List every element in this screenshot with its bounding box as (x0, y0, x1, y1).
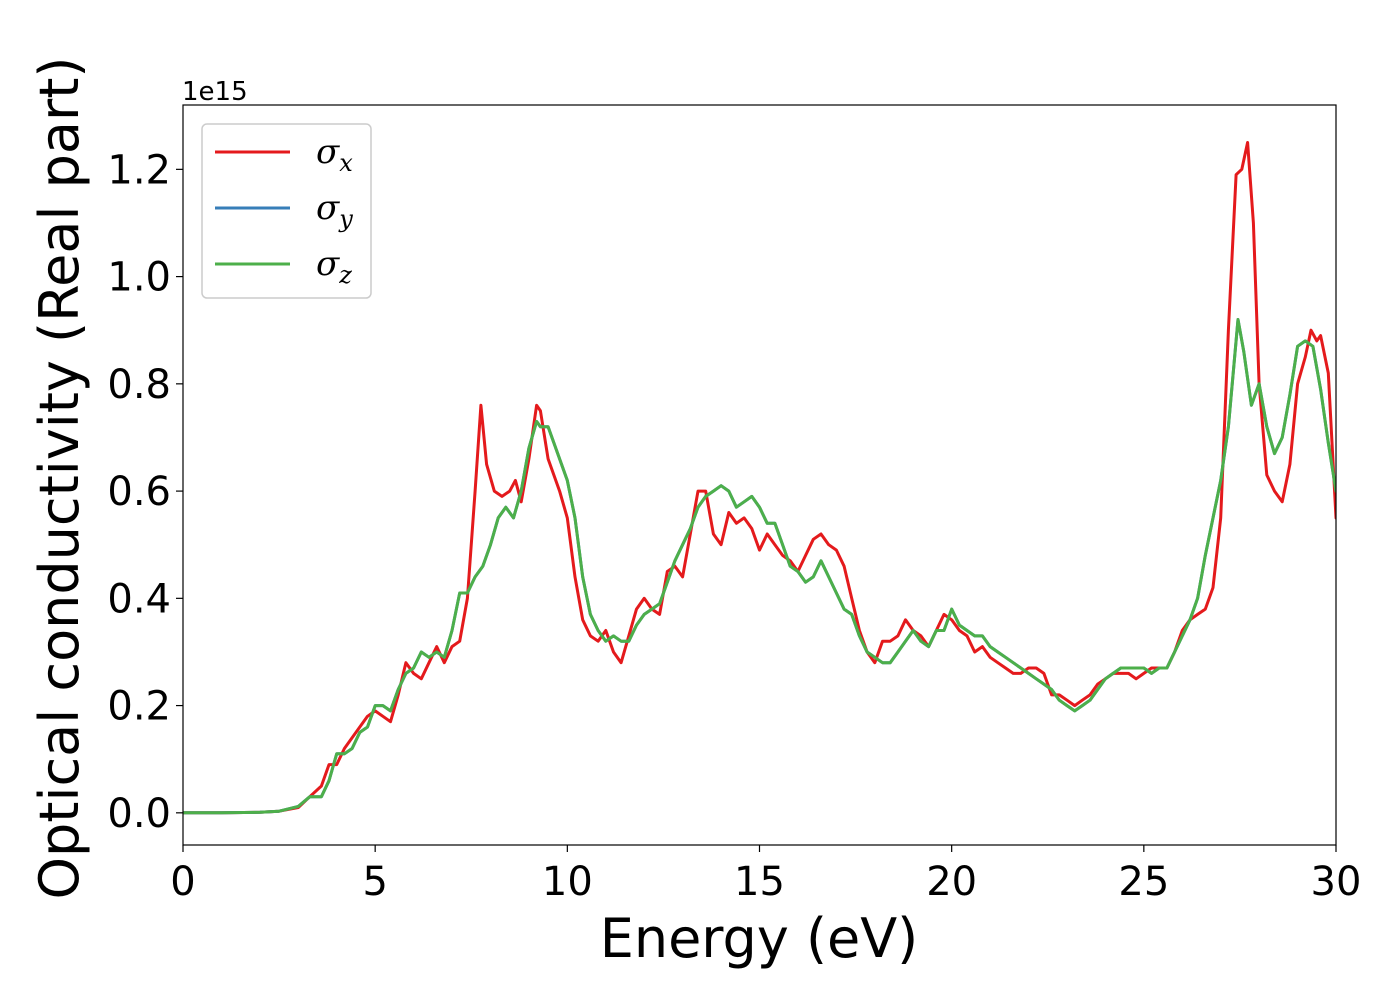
y-axis-label: Optical conductivity (Real part) (28, 57, 91, 900)
x-tick-label: 15 (734, 859, 785, 905)
x-tick-label: 20 (926, 859, 977, 905)
x-tick-label: 30 (1311, 859, 1362, 905)
y-tick-label: 1.0 (107, 255, 171, 301)
series-layer (183, 141, 1336, 815)
legend-label-x: σx (316, 132, 353, 177)
x-tick-label: 5 (362, 859, 387, 905)
x-tick-label: 25 (1118, 859, 1169, 905)
x-axis-label: Energy (eV) (600, 907, 919, 970)
x-axis: 0 5 10 15 20 25 30 (170, 845, 1361, 905)
x-tick-label: 10 (542, 859, 593, 905)
y-axis-offset-label: 1e15 (182, 77, 248, 107)
y-tick-label: 0.4 (107, 576, 171, 622)
y-tick-label: 0.2 (107, 684, 171, 730)
legend-box (201, 123, 372, 299)
legend: σx σy σz (201, 123, 372, 299)
x-tick-label: 0 (170, 859, 195, 905)
series-line-z (183, 318, 1336, 815)
legend-label-y: σy (316, 188, 353, 233)
y-tick-label: 0.6 (107, 469, 171, 515)
legend-label-z: σz (316, 244, 352, 289)
y-tick-label: 0.0 (107, 791, 171, 837)
y-axis: 0.0 0.2 0.4 0.6 0.8 1.0 1.2 (107, 147, 183, 837)
y-tick-label: 0.8 (107, 362, 171, 408)
y-tick-label: 1.2 (107, 147, 171, 193)
